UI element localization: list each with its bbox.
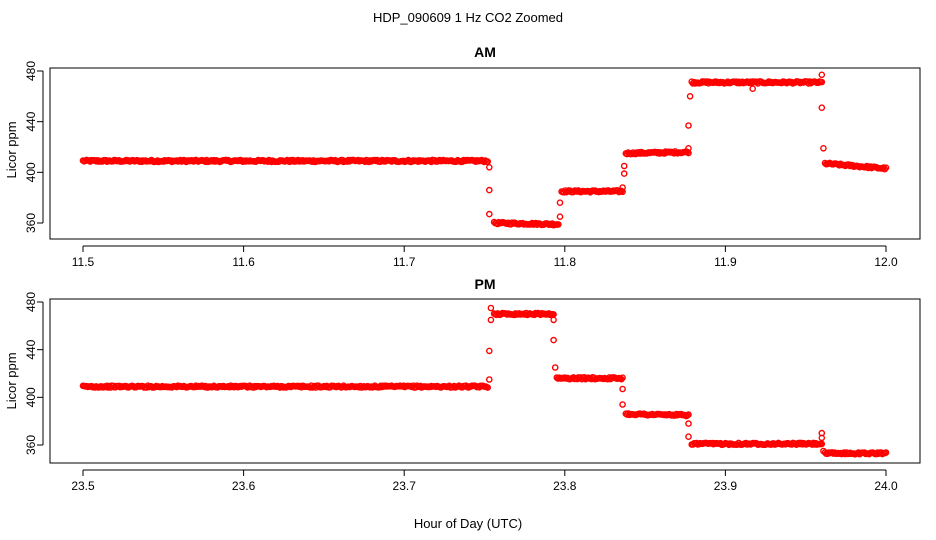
data-point <box>550 336 557 344</box>
data-point <box>480 158 488 166</box>
data-point <box>485 163 493 171</box>
x-tick-label: 23.6 <box>232 479 256 493</box>
x-tick-label: 23.7 <box>393 479 417 493</box>
data-point <box>485 186 493 194</box>
data-point <box>818 440 826 448</box>
chart-pm-points <box>79 304 890 458</box>
chart-pm-x-axis: 23.5 23.6 23.7 23.8 23.9 24.0 <box>71 469 898 493</box>
y-tick-label: 480 <box>24 292 38 312</box>
y-tick-label: 360 <box>24 213 38 233</box>
y-tick-label: 480 <box>24 61 38 81</box>
data-point <box>818 78 826 86</box>
y-tick-label: 400 <box>24 162 38 182</box>
chart-pm-y-axis: 360 400 440 480 <box>24 292 44 455</box>
data-point <box>485 210 493 218</box>
chart-am-title: AM <box>474 44 496 60</box>
x-tick-label: 11.6 <box>232 255 255 269</box>
y-tick-label: 440 <box>24 111 38 131</box>
data-point <box>685 122 692 129</box>
x-tick-label: 24.0 <box>874 479 898 493</box>
data-point <box>686 93 694 100</box>
x-tick-label: 12.0 <box>874 255 898 269</box>
data-point <box>749 85 757 92</box>
x-axis-label: Hour of Day (UTC) <box>414 516 522 531</box>
data-point <box>820 144 827 152</box>
data-point <box>685 144 692 152</box>
chart-pm: PM Licor ppm 23.5 23.6 23.7 23.8 23.9 24.0 360… <box>4 276 921 493</box>
data-point <box>555 221 562 228</box>
y-tick-label: 440 <box>24 339 38 359</box>
chart-am: AM Licor ppm 11.5 11.6 11.7 11.8 11.9 12.0 360… <box>4 44 921 269</box>
data-point <box>485 376 493 383</box>
data-point <box>818 434 826 442</box>
data-point <box>619 184 626 191</box>
data-point <box>620 162 628 170</box>
data-point <box>619 374 626 382</box>
x-tick-label: 11.7 <box>393 255 416 269</box>
chart-pm-y-label: Licor ppm <box>4 352 19 409</box>
data-point <box>685 433 692 441</box>
chart-am-points <box>79 71 890 229</box>
data-point <box>620 170 628 177</box>
data-point <box>684 148 691 156</box>
x-tick-label: 23.5 <box>71 479 95 493</box>
x-tick-label: 11.5 <box>72 255 95 269</box>
chart-am-y-axis: 360 400 440 480 <box>24 61 44 233</box>
x-tick-label: 23.8 <box>553 479 577 493</box>
data-point <box>619 188 626 196</box>
chart-am-x-axis: 11.5 11.6 11.7 11.8 11.9 12.0 <box>72 245 898 269</box>
y-tick-label: 400 <box>24 387 38 407</box>
data-point <box>551 364 559 371</box>
data-point <box>556 213 564 220</box>
data-point <box>619 385 626 393</box>
data-point <box>556 199 564 206</box>
data-point <box>550 316 557 324</box>
data-point <box>882 449 890 456</box>
x-tick-label: 11.9 <box>714 255 737 269</box>
data-point <box>685 411 692 418</box>
chart-pm-plot-area <box>49 298 921 464</box>
chart-am-y-label: Licor ppm <box>4 121 19 178</box>
data-point <box>818 104 826 111</box>
figure-title: HDP_090609 1 Hz CO2 Zoomed <box>373 10 563 25</box>
data-point <box>484 384 492 391</box>
y-tick-label: 360 <box>24 435 38 455</box>
data-point <box>487 304 495 312</box>
x-tick-label: 23.9 <box>714 479 738 493</box>
chart-am-plot-area <box>49 67 921 240</box>
data-point <box>487 316 495 324</box>
data-point <box>818 71 826 79</box>
data-point <box>485 347 493 355</box>
data-point <box>882 164 890 171</box>
data-point <box>820 447 827 455</box>
data-point <box>484 158 492 165</box>
chart-pm-title: PM <box>475 276 496 292</box>
x-tick-label: 11.8 <box>554 255 577 269</box>
data-point <box>619 401 626 408</box>
data-point <box>685 420 692 427</box>
